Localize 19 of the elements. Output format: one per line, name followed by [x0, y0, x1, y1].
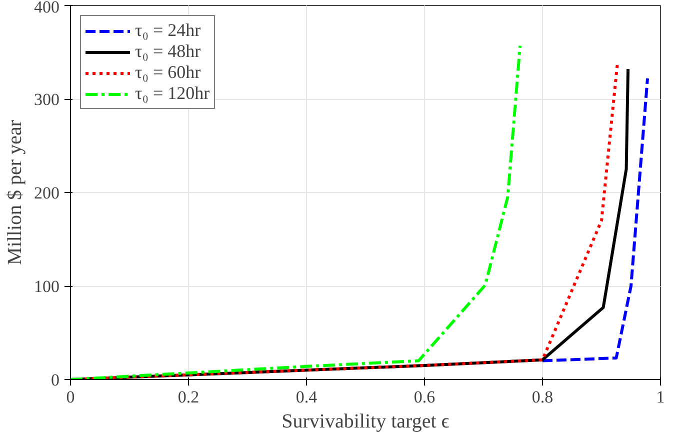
x-tick-label: 0.6 [414, 388, 436, 406]
x-tick-label: 0.8 [532, 388, 554, 406]
y-tick-label: 0 [51, 370, 60, 390]
line-series [541, 76, 650, 362]
x-axis-title: Survivability target ϵ [282, 410, 450, 432]
y-tick-label: 400 [34, 0, 60, 16]
y-tick-label: 200 [34, 184, 60, 202]
y-tick-label: 300 [34, 90, 60, 109]
legend-label: τ₀ = 24hr [135, 20, 201, 41]
x-tick-label: 0.4 [296, 388, 318, 406]
y-tick-label: 100 [34, 277, 60, 296]
y-axis-title: Million $ per year [4, 120, 26, 265]
x-tick-label: 0 [66, 388, 75, 406]
legend-label: τ₀ = 48hr [135, 41, 201, 62]
legend-label: τ₀ = 120hr [135, 83, 210, 104]
x-tick-label: 1 [656, 388, 665, 406]
legend-label: τ₀ = 60hr [135, 62, 201, 83]
x-tick-label: 0.2 [178, 388, 200, 406]
line-series [70, 44, 522, 380]
